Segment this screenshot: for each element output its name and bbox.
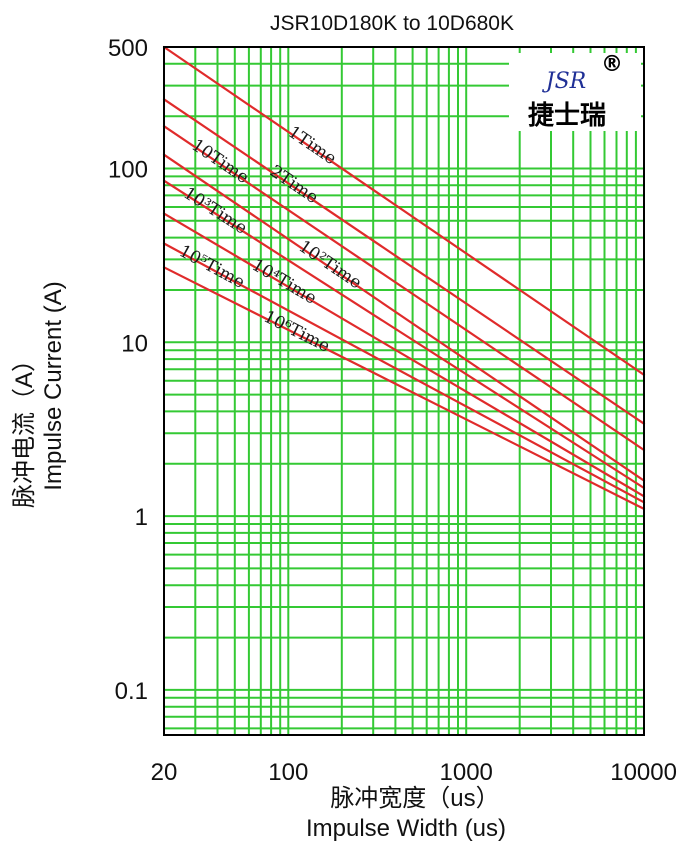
y-tick-label: 500 [108,35,148,62]
y-tick-label: 0.1 [115,678,148,705]
y-tick-label: 1 [135,504,148,531]
curve-2 [162,98,646,425]
gridlines [163,46,645,735]
curve-label: 1Time [284,122,340,169]
y-tick-labels: 500 100 10 1 0.1 [108,35,148,705]
curve-label: 10⁴Time [248,255,320,308]
plot-frame [163,46,645,736]
plot-frame-group [163,46,645,736]
curve-6 [162,212,646,498]
curve-label: 10Time [188,135,253,188]
x-axis-label-cn: 脉冲宽度（us） [330,785,499,812]
x-tick-labels: 20 100 1000 10000 [151,759,677,786]
logo-background [509,53,641,131]
curve-4 [162,153,646,482]
chart-title: JSR10D180K to 10D680K [270,12,514,35]
curve-3 [162,125,646,452]
x-tick-label: 1000 [440,759,493,786]
y-tick-label: 100 [108,157,148,184]
logo-brand-text: JSR [542,69,586,94]
derating-curves [162,45,646,510]
x-tick-label: 20 [151,759,178,786]
y-axis-label: Impulse Current (A) [40,281,67,490]
curve-8 [162,266,646,510]
brand-logo: JSR ® 捷士瑞 [509,52,641,131]
x-axis-label: Impulse Width (us) [306,815,506,842]
logo-company-name: 捷士瑞 [528,101,606,131]
curve-label: 10³Time [180,183,251,238]
registered-mark-icon: ® [601,52,623,77]
x-tick-label: 100 [268,759,308,786]
curve-7 [162,242,646,504]
x-tick-label: 10000 [610,759,677,786]
y-axis-label-cn: 脉冲电流（A） [11,348,38,508]
curve-5 [162,179,646,490]
y-tick-label: 10 [121,330,148,357]
curve-1 [162,45,646,376]
curve-label: 10⁵Time [176,241,248,292]
